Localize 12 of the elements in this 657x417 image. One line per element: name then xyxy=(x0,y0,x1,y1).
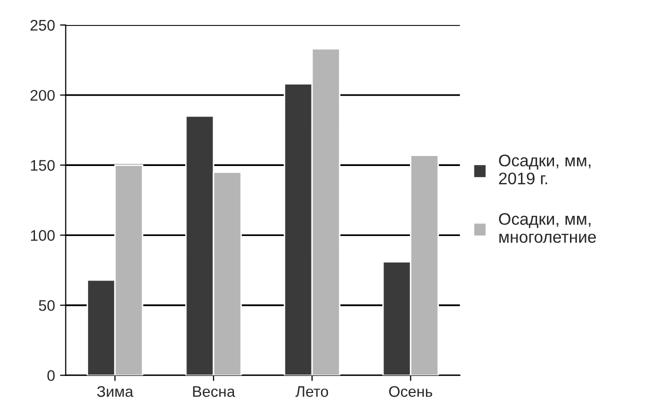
y-tick-label: 150 xyxy=(30,160,55,171)
y-tick-label: 50 xyxy=(38,300,55,311)
x-tick-label: Весна xyxy=(193,386,236,397)
legend-label: Осадки, мм, многолетние xyxy=(499,213,596,243)
y-tick-label: 0 xyxy=(47,370,55,381)
legend-label: Осадки, мм, 2019 г. xyxy=(499,154,590,184)
y-tick-label: 250 xyxy=(30,20,55,31)
x-tick-label: Зима xyxy=(97,386,134,397)
y-tick-label: 200 xyxy=(30,90,55,101)
y-tick-label: 100 xyxy=(30,230,55,241)
x-tick-label: Осень xyxy=(389,386,432,397)
x-tick-label: Лето xyxy=(296,386,328,397)
